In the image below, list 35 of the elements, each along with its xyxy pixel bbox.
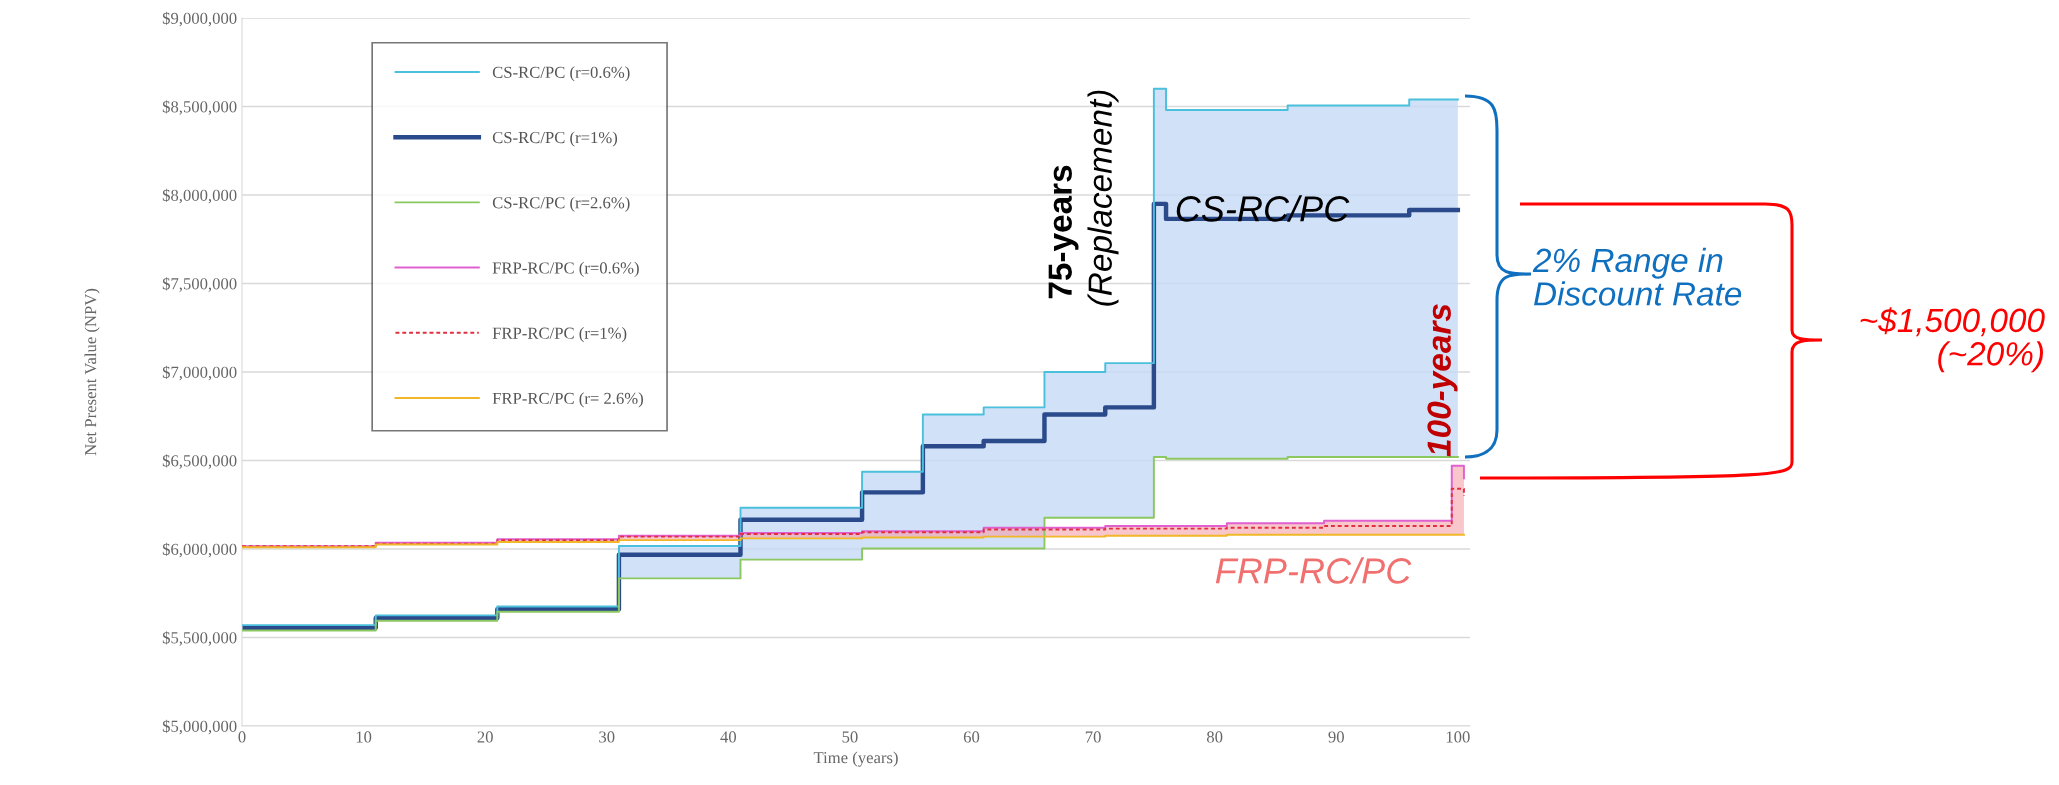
- legend-label: FRP-RC/PC (r=1%): [492, 327, 627, 343]
- legend-label: FRP-RC/PC (r= 2.6%): [492, 392, 643, 408]
- x-axis-title: Time (years): [813, 751, 898, 767]
- legend-label: CS-RC/PC (r=0.6%): [492, 66, 630, 82]
- y-tick-label: $5,500,000: [162, 631, 237, 646]
- x-tick-label: 60: [963, 731, 980, 743]
- text: ~$1,500,000 (~20%): [1860, 307, 2045, 373]
- y-tick-label: $6,000,000: [162, 542, 237, 558]
- x-tick-label: 80: [1206, 731, 1223, 743]
- legend-label: CS-RC/PC (r=1%): [492, 131, 618, 147]
- x-tick-label: 20: [477, 731, 493, 743]
- y-tick-label: $8,500,000: [162, 100, 237, 115]
- annotation: FRP-RC/PC: [1215, 557, 1412, 584]
- y-tick-label: $7,000,000: [162, 365, 237, 381]
- y-tick-label: $9,000,000: [162, 11, 237, 27]
- y-axis-title: Net Present Value (NPV): [84, 288, 100, 456]
- annotation: (Replacement): [1087, 90, 1119, 306]
- x-tick-label: 90: [1328, 731, 1344, 743]
- y-tick-label: $6,500,000: [162, 454, 237, 469]
- x-tick-label: 30: [599, 731, 615, 743]
- annotation: 100-years: [1427, 304, 1458, 457]
- x-tick-label: 50: [842, 731, 858, 743]
- legend-label: CS-RC/PC (r=2.6%): [492, 196, 630, 212]
- x-tick-label: 0: [238, 731, 246, 743]
- y-tick-label: $8,000,000: [162, 188, 237, 204]
- x-tick-label: 70: [1085, 731, 1101, 743]
- x-tick-label: 100: [1446, 731, 1470, 743]
- y-tick-label: $5,000,000: [162, 719, 237, 735]
- legend-label: FRP-RC/PC (r=0.6%): [492, 261, 639, 277]
- text: 2% Range in Discount Rate: [1532, 247, 1742, 306]
- x-tick-label: 40: [720, 731, 737, 743]
- annotation: 75-years: [1048, 165, 1079, 299]
- x-tick-label: 10: [356, 731, 372, 743]
- annotation: CS-RC/PC: [1176, 195, 1350, 222]
- y-tick-label: $7,500,000: [162, 277, 237, 292]
